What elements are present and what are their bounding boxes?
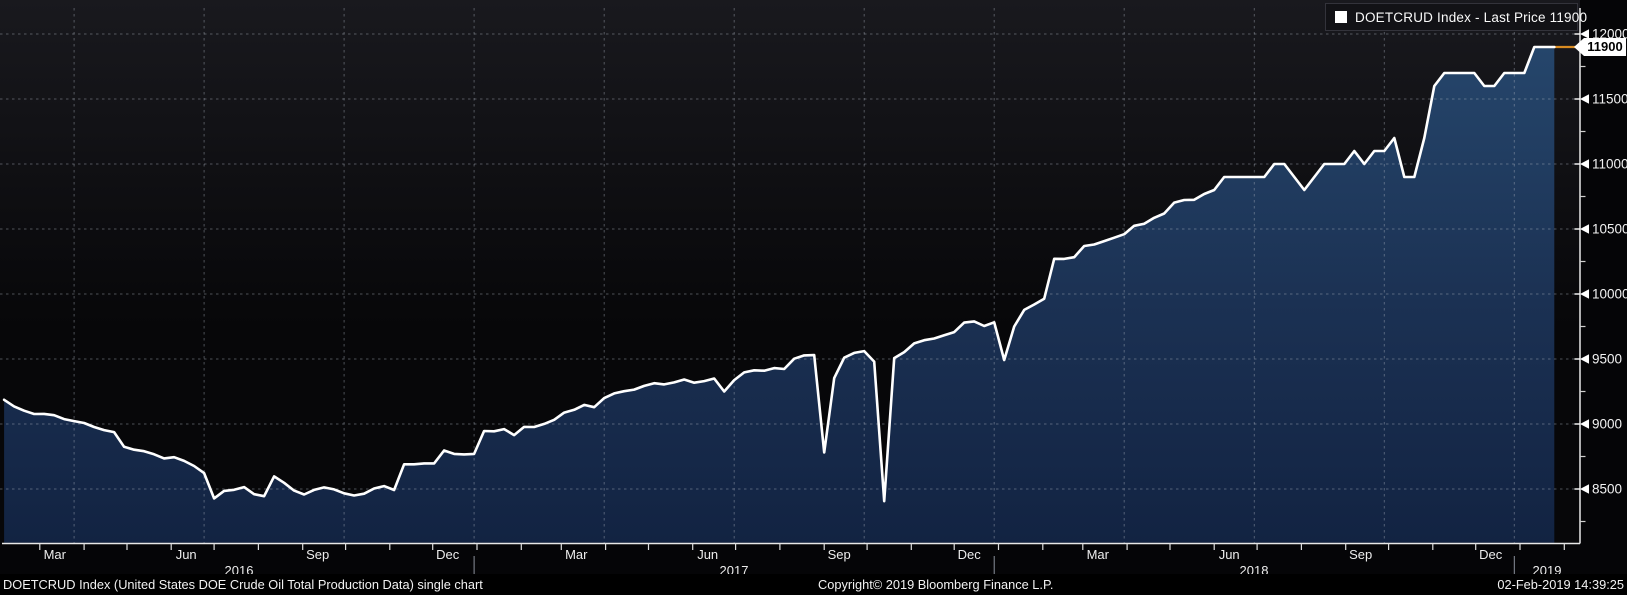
svg-text:Sep: Sep [306,547,329,562]
price-line [2,45,1556,503]
svg-text:8500: 8500 [1592,482,1622,497]
svg-text:Jun: Jun [1219,547,1240,562]
legend-label: DOETCRUD Index - Last Price 11900 [1355,9,1588,25]
svg-text:Mar: Mar [44,547,67,562]
svg-text:10000: 10000 [1592,287,1627,302]
svg-text:9500: 9500 [1592,352,1622,367]
svg-text:11000: 11000 [1592,157,1627,172]
timestamp: 02-Feb-2019 14:39:25 [1497,577,1624,592]
svg-text:10500: 10500 [1592,222,1627,237]
svg-text:Dec: Dec [1479,547,1503,562]
svg-text:Jun: Jun [176,547,197,562]
last-price-notch-icon [1574,38,1584,56]
svg-text:Sep: Sep [828,547,851,562]
svg-text:Dec: Dec [958,547,982,562]
svg-text:11500: 11500 [1592,92,1627,107]
svg-text:Sep: Sep [1349,547,1372,562]
x-axis-month-ticks [39,543,1565,550]
year-dividers [473,556,1515,576]
axes [2,8,1581,545]
legend-box[interactable]: DOETCRUD Index - Last Price 11900 [1325,3,1587,31]
series-marker-icon [1335,11,1347,23]
svg-text:Mar: Mar [565,547,588,562]
svg-text:Mar: Mar [1087,547,1110,562]
svg-text:9000: 9000 [1592,417,1622,432]
y-axis-labels: 8500 9000 9500 10000 10500 11000 11500 12000 [1574,27,1627,523]
copyright-notice: Copyright© 2019 Bloomberg Finance L.P. [818,577,1054,592]
svg-text:Jun: Jun [697,547,718,562]
last-price-badge: 11900 [1584,38,1626,56]
footer-bar: DOETCRUD Index (United States DOE Crude … [0,574,1627,595]
svg-text:12000: 12000 [1592,27,1627,42]
x-axis-month-labels: Mar Jun Sep Dec Mar Jun Sep Dec Mar Jun Sep Dec [44,547,1503,562]
area-fill [4,47,1555,543]
chart-description: DOETCRUD Index (United States DOE Crude … [3,577,483,592]
svg-text:Dec: Dec [436,547,460,562]
